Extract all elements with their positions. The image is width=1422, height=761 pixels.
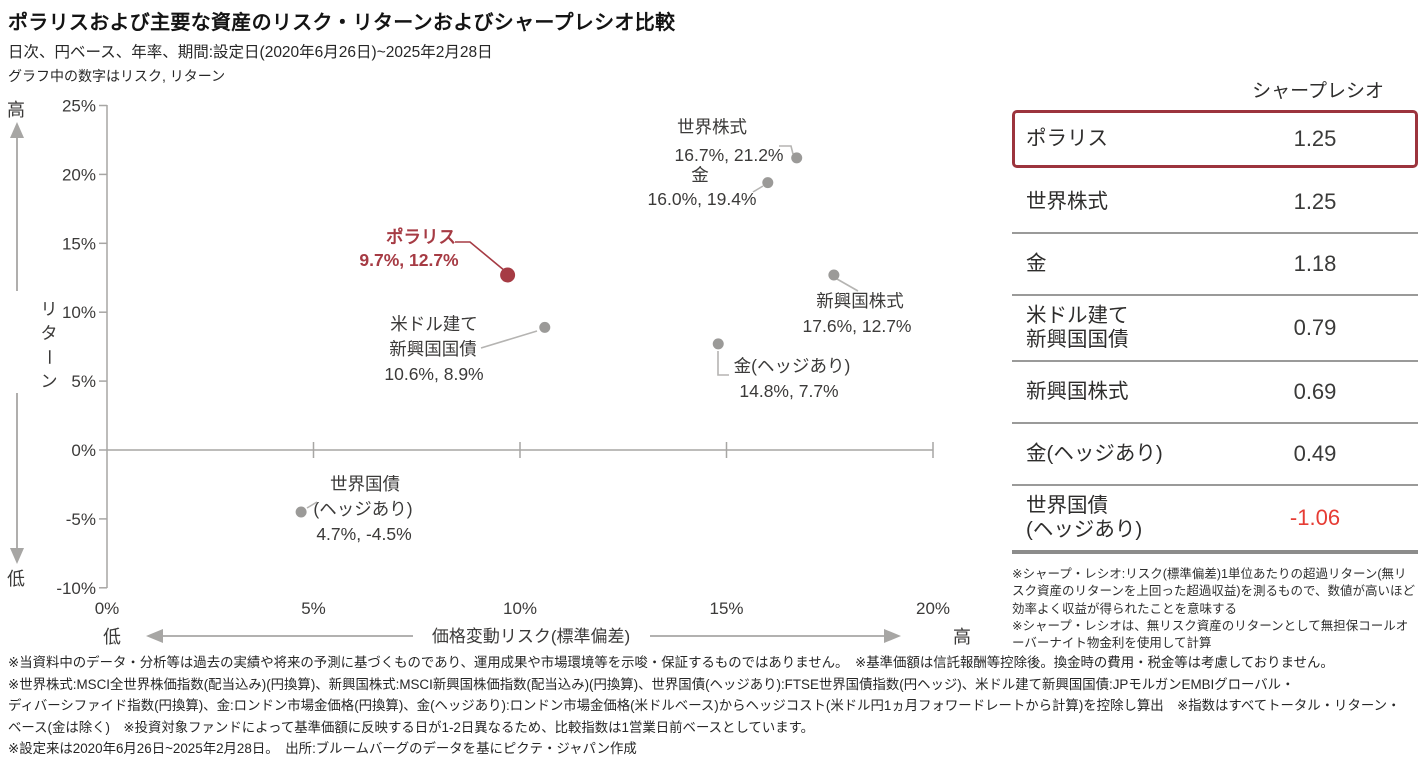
x-axis-low-label: 低	[103, 627, 121, 647]
footer-line: ベース(金は除く) ※投資対象ファンドによって基準価額に反映する日が1-2日異な…	[8, 719, 815, 735]
asset-label: 世界株式	[1026, 189, 1108, 213]
leader-line	[836, 278, 859, 292]
point-label: ポラリス	[386, 227, 456, 247]
footer-line: ディバーシファイド指数(円換算)、金:ロンドン市場金価格(円換算)、金(ヘッジあ…	[8, 698, 1401, 713]
page-subtitle: 日次、円ベース、年率、期間:設定日(2020年6月26日)~2025年2月28日	[8, 44, 493, 61]
y-tick-label: 15%	[62, 234, 96, 253]
sharpe-value: 1.18	[1293, 251, 1337, 276]
y-axis-title-char: ン	[41, 372, 58, 391]
up-arrowhead-icon	[10, 122, 24, 138]
point-label: 10.6%, 8.9%	[384, 364, 483, 384]
x-axis-title: 価格変動リスク(標準偏差)	[432, 627, 630, 646]
sharpe-value: 0.79	[1293, 315, 1337, 340]
disclaimer-footer: ※当資料中のデータ・分析等は過去の実績や将来の予測に基づくものであり、運用成果や…	[8, 652, 1400, 760]
asset-label: 米ドル建て 新興国国債	[1026, 303, 1129, 351]
asset-label: 新興国株式	[1026, 379, 1129, 403]
point-label: 16.0%, 19.4%	[648, 189, 757, 209]
sharpe-row: 金 1.18	[1012, 234, 1418, 296]
leader-line	[455, 241, 506, 272]
leader-line	[717, 351, 729, 376]
y-tick-label: 20%	[62, 165, 96, 184]
point-label: 金	[691, 165, 709, 185]
footnote-text: ※シャープ・レシオは、無リスク資産のリターンとして無担保コールオーバーナイト物金…	[1012, 618, 1409, 650]
sharpe-value: 0.69	[1293, 379, 1337, 404]
y-tick-label: -10%	[56, 579, 96, 598]
title-block: ポラリスおよび主要な資産のリスク・リターンおよびシャープレシオ比較 日次、円ベー…	[8, 6, 675, 86]
footer-line: ※世界株式:MSCI全世界株価指数(配当込み)(円換算)、新興国株式:MSCI新…	[8, 676, 1295, 692]
data-point	[539, 321, 551, 333]
point-label: 金(ヘッジあり)	[734, 356, 851, 376]
x-tick-label: 0%	[95, 599, 120, 618]
sharpe-value: 1.25	[1293, 126, 1337, 151]
left-arrowhead-icon	[146, 629, 163, 643]
data-point	[295, 506, 307, 518]
footnote-text: ※シャープ・レシオ:リスク(標準偏差)1単位あたりの超過リターン(無リスク資産の…	[1012, 567, 1416, 616]
point-label: (ヘッジあり)	[313, 499, 412, 519]
point-label: 新興国株式	[816, 291, 904, 311]
asset-label: ポラリス	[1026, 126, 1108, 150]
x-tick-label: 5%	[301, 599, 326, 618]
point-label: 17.6%, 12.7%	[803, 316, 912, 336]
point-label: 14.8%, 7.7%	[739, 381, 838, 401]
point-label: 米ドル建て	[390, 314, 478, 334]
x-axis-high-label: 高	[953, 627, 971, 647]
leader-line	[480, 330, 538, 349]
footer-line: ※当資料中のデータ・分析等は過去の実績や将来の予測に基づくものであり、運用成果や…	[8, 655, 1334, 670]
y-axis-title-char: リ	[41, 300, 58, 319]
data-point	[762, 177, 774, 189]
sharpe-table-rows: ポラリス 1.25 世界株式 1.25 金 1.18 米ドル建て 新興国国債 0.79 新興国株式…	[1012, 110, 1418, 554]
point-label: 新興国国債	[389, 339, 477, 359]
asset-label: 金(ヘッジあり)	[1026, 441, 1163, 465]
data-point	[500, 267, 516, 283]
sharpe-value: 1.25	[1293, 189, 1337, 214]
sharpe-row: 世界国債 (ヘッジあり) -1.06	[1012, 486, 1418, 554]
leader-line	[306, 501, 318, 509]
sharpe-row: 金(ヘッジあり) 0.49	[1012, 424, 1418, 486]
data-point	[712, 338, 724, 350]
y-axis-title-char: ー	[39, 349, 58, 366]
y-tick-label: 5%	[71, 372, 96, 391]
right-arrowhead-icon	[884, 629, 901, 643]
x-tick-label: 15%	[709, 599, 743, 618]
down-arrowhead-icon	[10, 548, 24, 564]
sharpe-row: 世界株式 1.25	[1012, 172, 1418, 234]
sharpe-row: ポラリス 1.25	[1015, 113, 1415, 165]
point-label: 4.7%, -4.5%	[316, 524, 411, 544]
y-axis-low-label: 低	[7, 569, 25, 589]
asset-label: 世界国債 (ヘッジあり)	[1026, 493, 1143, 541]
sharpe-value: 0.49	[1293, 441, 1337, 466]
sharpe-panel: シャープレシオ ポラリス 1.25 世界株式 1.25 金 1.18 米ドル建て 新興国国債 0…	[1012, 76, 1418, 652]
point-label: 9.7%, 12.7%	[359, 250, 459, 270]
y-tick-label: 0%	[71, 441, 96, 460]
y-tick-label: -5%	[66, 510, 96, 529]
risk-return-chart: 25%20%15%10%5%0%-5%-10%0% 5% 10% 15% 20%低 価格変…	[7, 97, 971, 648]
sharpe-footnotes: ※シャープ・レシオ:リスク(標準偏差)1単位あたりの超過リターン(無リスク資産の…	[1012, 566, 1418, 652]
data-point	[791, 152, 803, 164]
data-point	[828, 269, 840, 281]
sharpe-value: -1.06	[1289, 505, 1341, 530]
page-title: ポラリスおよび主要な資産のリスク・リターンおよびシャープレシオ比較	[8, 12, 676, 34]
sharpe-table-header: シャープレシオ	[1252, 81, 1384, 102]
point-label: 16.7%, 21.2%	[675, 145, 784, 165]
leader-line	[779, 145, 794, 155]
x-tick-label: 10%	[503, 599, 537, 618]
sharpe-row: 新興国株式 0.69	[1012, 362, 1418, 424]
asset-label: 金	[1026, 251, 1047, 275]
y-axis-title-char: タ	[41, 324, 58, 343]
point-label: 世界国債	[330, 474, 400, 494]
leader-line	[752, 185, 764, 193]
point-label: 世界株式	[677, 117, 747, 137]
sharpe-row: 米ドル建て 新興国国債 0.79	[1012, 296, 1418, 362]
polaris-highlight-box: ポラリス 1.25	[1012, 110, 1418, 168]
chart-note: グラフ中の数字はリスク, リターン	[8, 68, 226, 84]
y-axis-high-label: 高	[7, 100, 25, 120]
footer-line: ※設定来は2020年6月26日~2025年2月28日。 出所:ブルームバーグのデ…	[8, 741, 637, 756]
y-tick-label: 25%	[62, 97, 96, 116]
x-tick-label: 20%	[916, 599, 950, 618]
y-tick-label: 10%	[62, 303, 96, 322]
